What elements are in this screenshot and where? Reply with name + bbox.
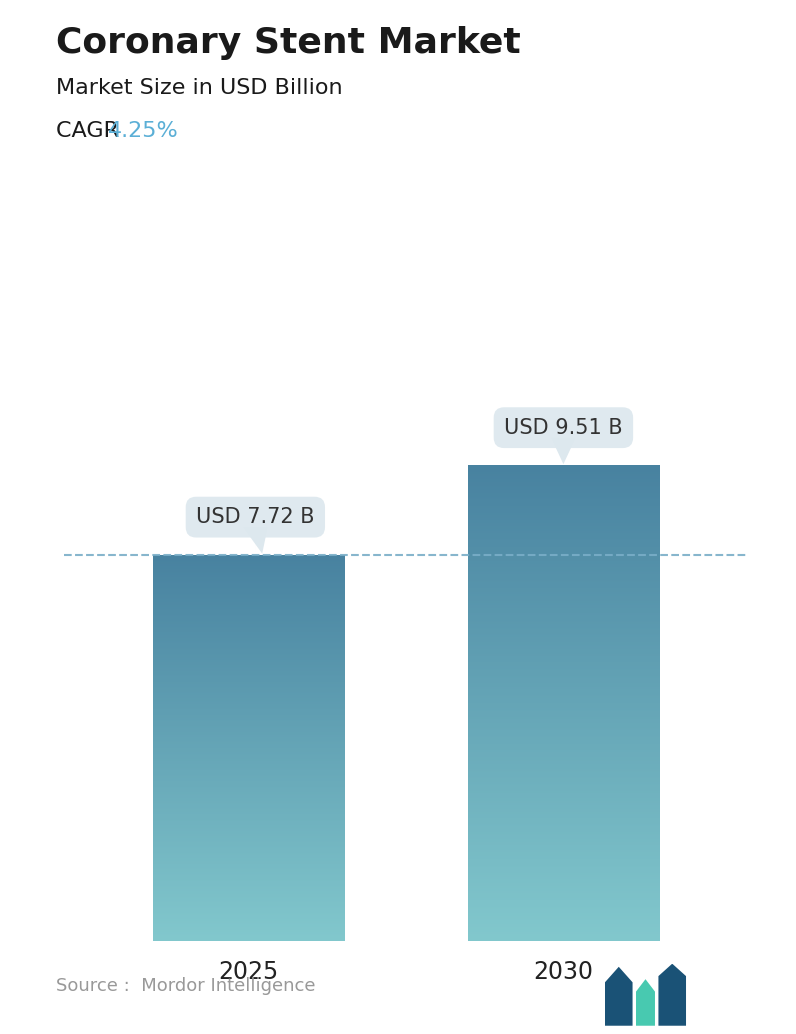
Polygon shape [636,979,655,1026]
Text: Coronary Stent Market: Coronary Stent Market [56,26,521,60]
Text: USD 7.72 B: USD 7.72 B [196,507,314,551]
Polygon shape [605,967,633,1026]
Polygon shape [243,527,267,553]
Polygon shape [658,964,686,1026]
Text: USD 9.51 B: USD 9.51 B [504,418,622,462]
Text: Market Size in USD Billion: Market Size in USD Billion [56,78,342,97]
Polygon shape [551,437,576,464]
Text: CAGR: CAGR [56,121,126,141]
Text: 4.25%: 4.25% [107,121,178,141]
Text: Source :  Mordor Intelligence: Source : Mordor Intelligence [56,977,315,995]
